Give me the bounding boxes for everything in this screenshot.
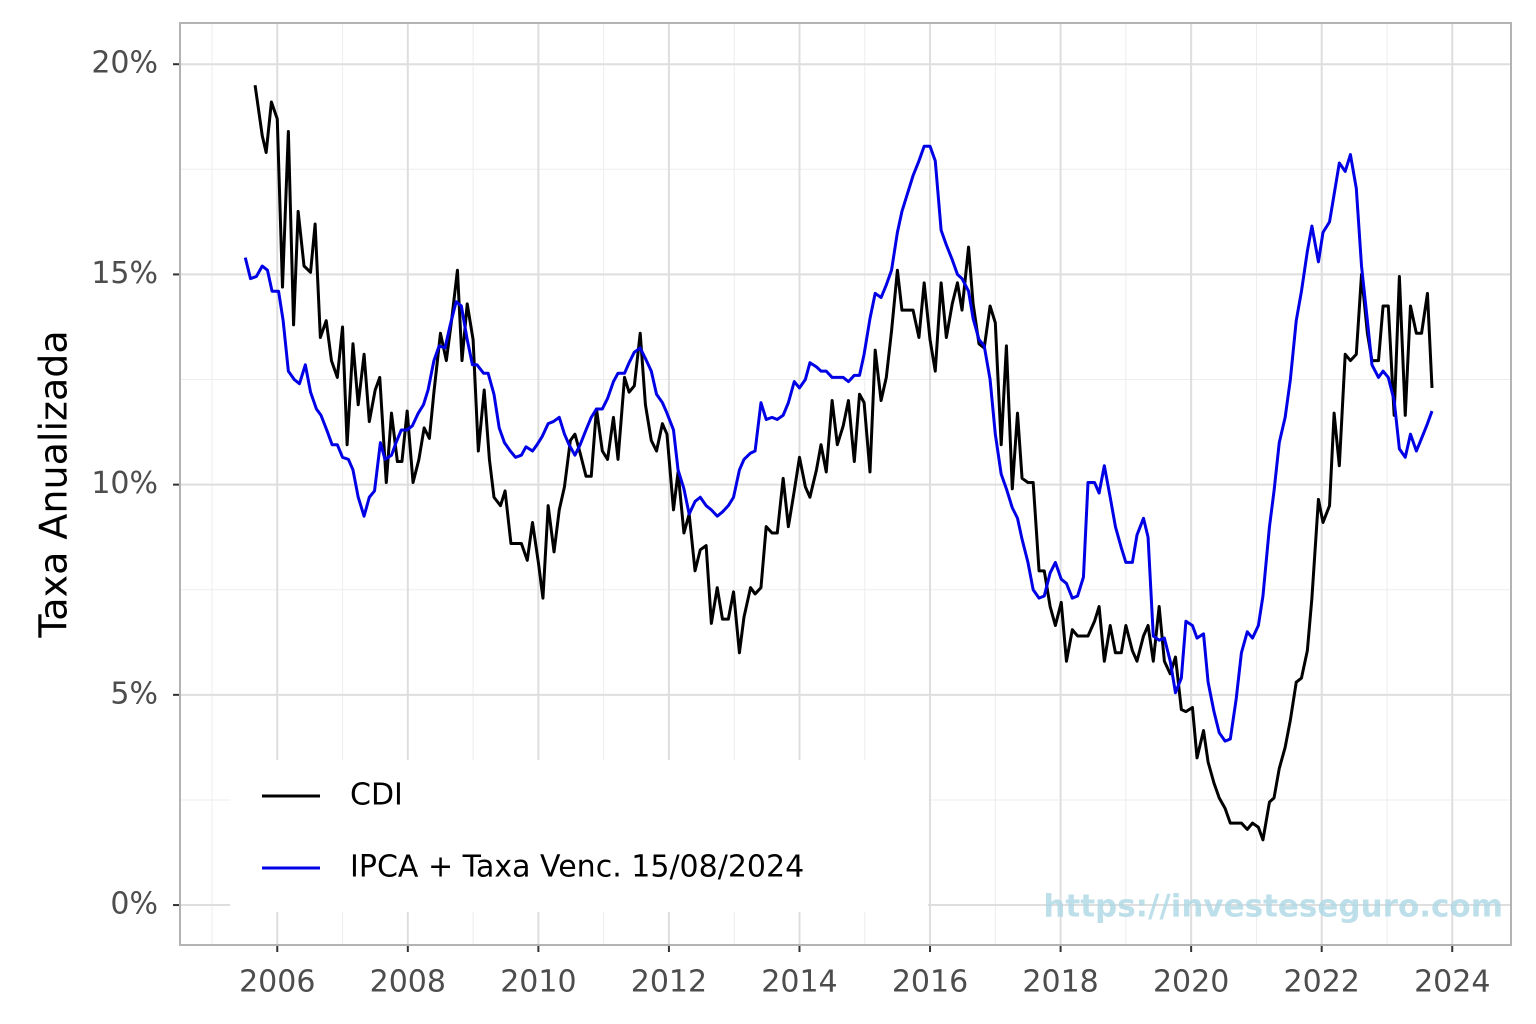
y-tick-label: 5% (110, 676, 158, 711)
series-line (253, 85, 1434, 842)
y-axis-title: Taxa Anualizada (32, 330, 76, 638)
x-tick-label: 2006 (239, 965, 315, 1000)
x-tick-label: 2022 (1284, 965, 1360, 1000)
y-tick-label: 15% (91, 256, 158, 291)
x-tick-label: 2008 (370, 965, 446, 1000)
legend: CDI IPCA + Taxa Venc. 15/08/2024 (230, 760, 928, 912)
legend-label: CDI (350, 778, 403, 813)
y-tick-label: 10% (91, 466, 158, 501)
legend-background (230, 760, 928, 912)
y-tick-label: 20% (91, 46, 158, 81)
x-tick-label: 2020 (1153, 965, 1229, 1000)
x-tick-label: 2018 (1022, 965, 1098, 1000)
x-tick-label: 2024 (1414, 965, 1490, 1000)
y-tick-label: 0% (110, 887, 158, 922)
series-line (243, 144, 1434, 743)
plot-border (179, 22, 1512, 946)
x-tick-label: 2016 (892, 965, 968, 1000)
x-tick-label: 2010 (500, 965, 576, 1000)
legend-label: IPCA + Taxa Venc. 15/08/2024 (350, 850, 804, 885)
x-tick-label: 2014 (761, 965, 837, 1000)
x-tick-label: 2012 (631, 965, 707, 1000)
watermark: https://investeseguro.com (1043, 889, 1503, 925)
